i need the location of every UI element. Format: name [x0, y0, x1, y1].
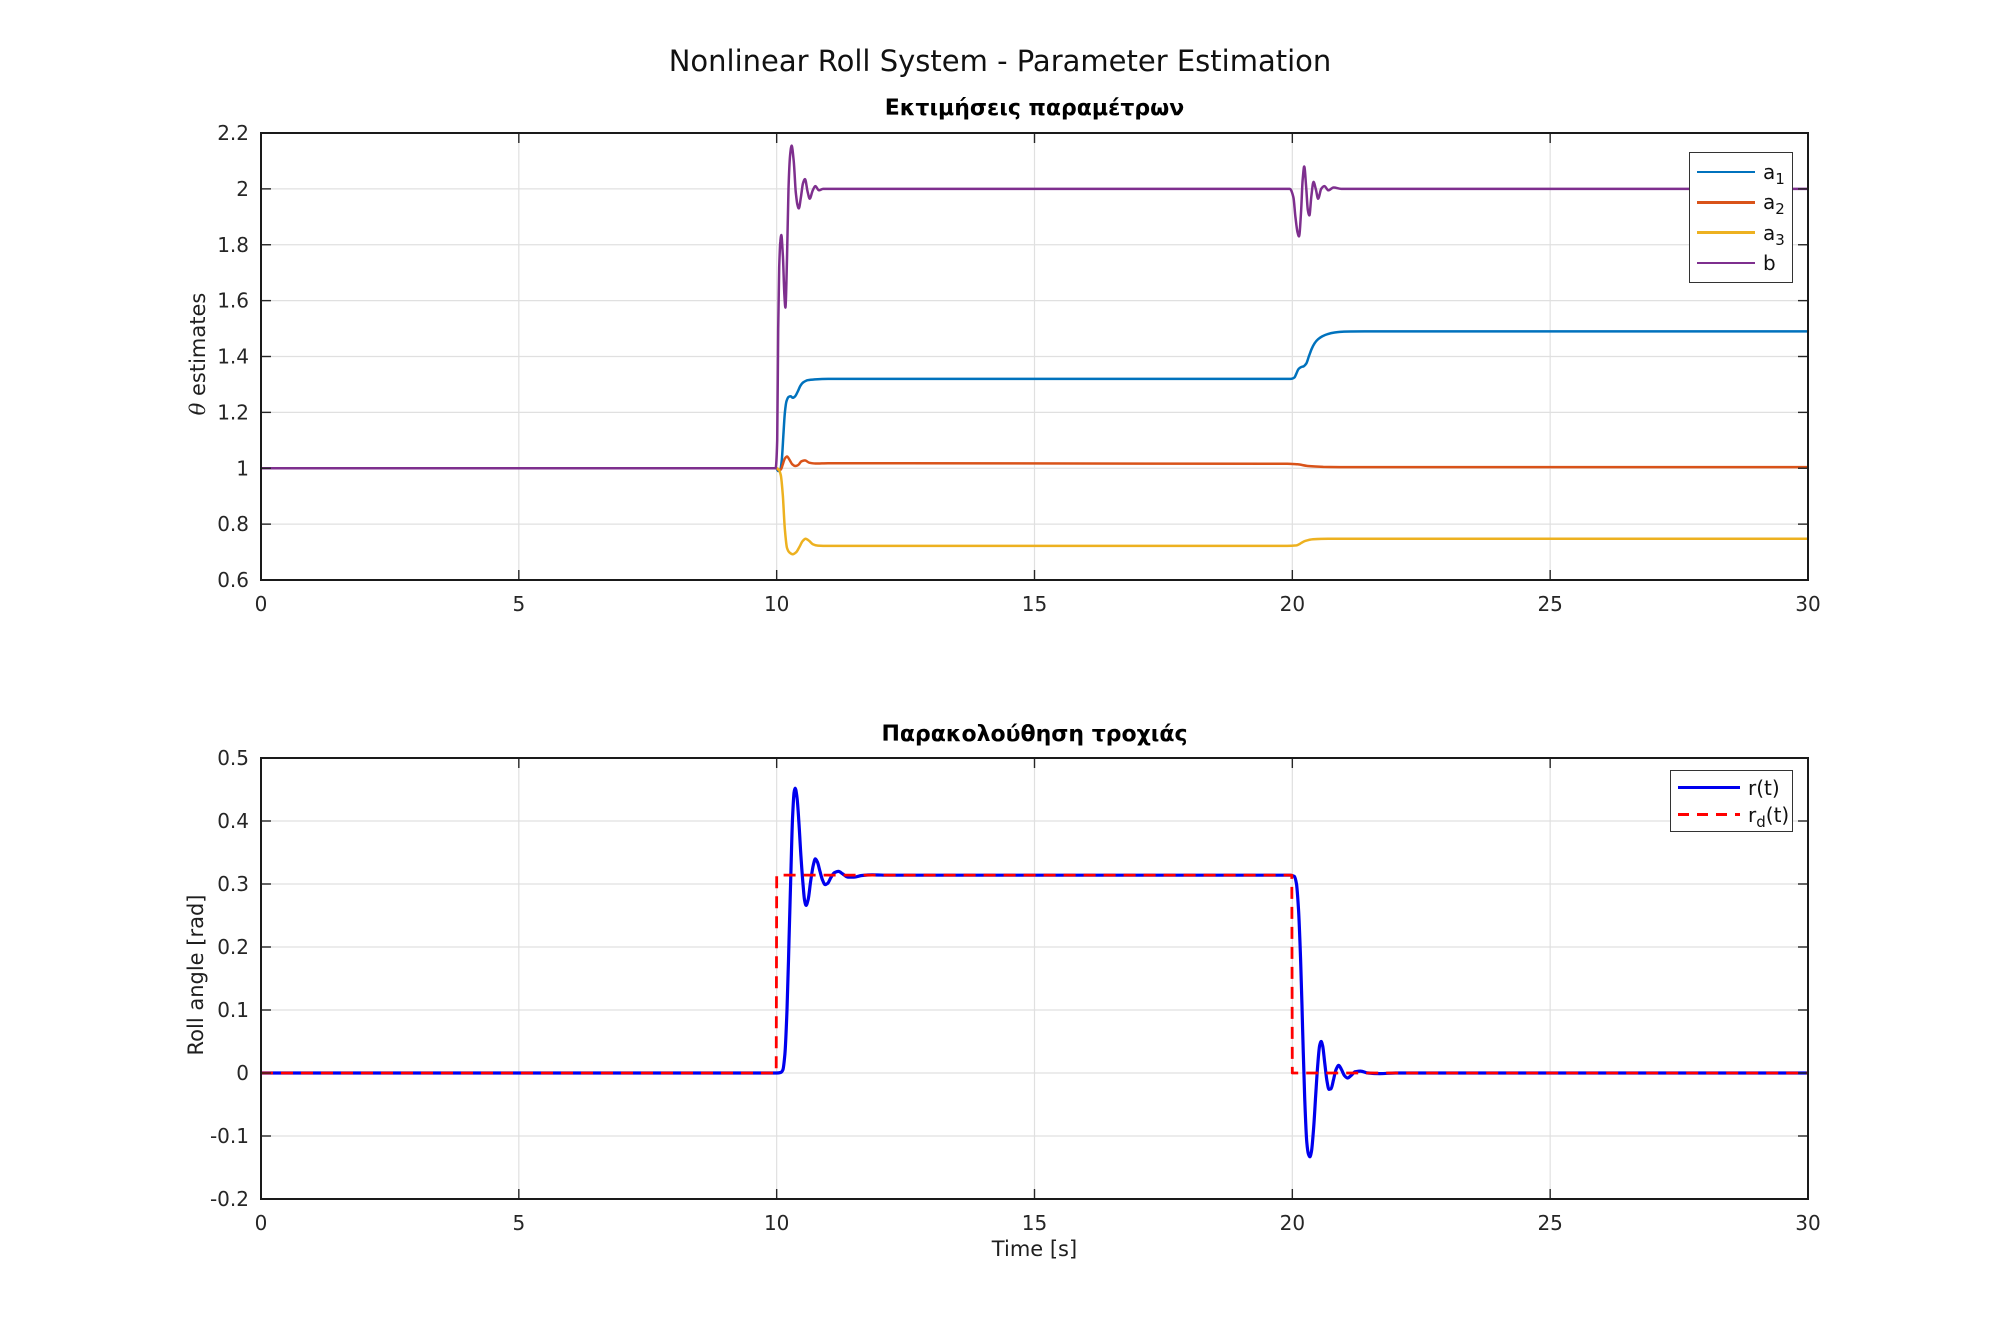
subplot-1-ylabel-text: estimates [186, 292, 210, 403]
series-r-line [260, 786, 1808, 1159]
subplot-2-title: Παρακολούθηση τροχιάς [881, 722, 1188, 747]
x-tick-label: 5 [512, 592, 525, 616]
legend-label-a2: a2 [1763, 190, 1785, 219]
y-tick-label: 0 [236, 1061, 249, 1085]
y-tick-label: 1.8 [217, 233, 249, 257]
legend-label-rd: rd(t) [1748, 802, 1790, 831]
series-a1-line [260, 330, 1808, 473]
figure-title: Nonlinear Roll System - Parameter Estima… [668, 44, 1332, 78]
x-tick-label: 10 [764, 592, 789, 616]
y-tick-label: 1.4 [217, 345, 249, 369]
y-tick-label: 0.3 [217, 872, 249, 896]
legend-entry-a3: a3 [1690, 220, 1792, 249]
y-tick-label: 2 [236, 177, 249, 201]
y-tick-label: 0.8 [217, 512, 249, 536]
legend-tracking: r(t) rd(t) [1670, 770, 1793, 832]
legend-line-sample-a2 [1697, 201, 1755, 204]
legend-entry-r: r(t) [1671, 778, 1792, 798]
legend-line-sample-rd [1678, 813, 1740, 816]
legend-line-sample-a1 [1697, 170, 1755, 174]
legend-entry-a1: a1 [1690, 160, 1792, 189]
x-tick-label: 30 [1795, 592, 1820, 616]
legend-label-r: r(t) [1748, 775, 1780, 800]
legend-line-sample-b [1697, 261, 1755, 265]
legend-entry-a2: a2 [1690, 190, 1792, 219]
legend-label-b: b [1763, 250, 1776, 275]
legend-parameters: a1 a2 a3 b [1689, 152, 1793, 283]
axes-box [260, 757, 1809, 1200]
y-tick-label: 0.1 [217, 998, 249, 1022]
y-tick-label: 1.6 [217, 289, 249, 313]
x-tick-label: 15 [1022, 592, 1047, 616]
x-tick-label: 30 [1795, 1211, 1820, 1235]
y-tick-label: 2.2 [217, 121, 249, 145]
subplot-1-title: Εκτιμήσεις παραμέτρων [884, 96, 1185, 121]
x-tick-label: 25 [1537, 592, 1562, 616]
y-tick-label: 0.6 [217, 568, 249, 592]
x-tick-label: 20 [1280, 592, 1305, 616]
y-tick-label: 0.5 [217, 746, 249, 770]
subplot-1-ylabel: θ estimates [186, 54, 210, 654]
legend-line-sample-a3 [1697, 231, 1755, 234]
x-tick-label: 10 [764, 1211, 789, 1235]
subplot-2-ylabel-text: Roll angle [rad] [184, 894, 208, 1056]
legend-label-a3: a3 [1763, 220, 1785, 249]
series-a3-line [260, 467, 1808, 556]
y-tick-label: 1.2 [217, 400, 249, 424]
legend-entry-b: b [1690, 253, 1792, 273]
x-tick-label: 20 [1280, 1211, 1305, 1235]
y-tick-label: 1 [236, 456, 249, 480]
subplot-2-xlabel: Time [s] [991, 1237, 1078, 1261]
x-tick-label: 25 [1537, 1211, 1562, 1235]
legend-entry-rd: rd(t) [1671, 802, 1792, 831]
y-tick-label: 0.4 [217, 809, 249, 833]
x-tick-label: 0 [255, 592, 268, 616]
legend-line-sample-r [1678, 785, 1740, 790]
y-tick-label: -0.1 [210, 1124, 249, 1148]
legend-label-a1: a1 [1763, 160, 1785, 189]
series-b-line [260, 144, 1808, 470]
subplot-2-ylabel: Roll angle [rad] [184, 675, 208, 1275]
x-tick-label: 5 [512, 1211, 525, 1235]
y-tick-label: -0.2 [210, 1187, 249, 1211]
x-tick-label: 15 [1022, 1211, 1047, 1235]
axes-box [260, 132, 1809, 581]
series-rd-line [261, 873, 1808, 1075]
y-tick-label: 0.2 [217, 935, 249, 959]
x-tick-label: 0 [255, 1211, 268, 1235]
theta-symbol: θ [186, 402, 210, 416]
